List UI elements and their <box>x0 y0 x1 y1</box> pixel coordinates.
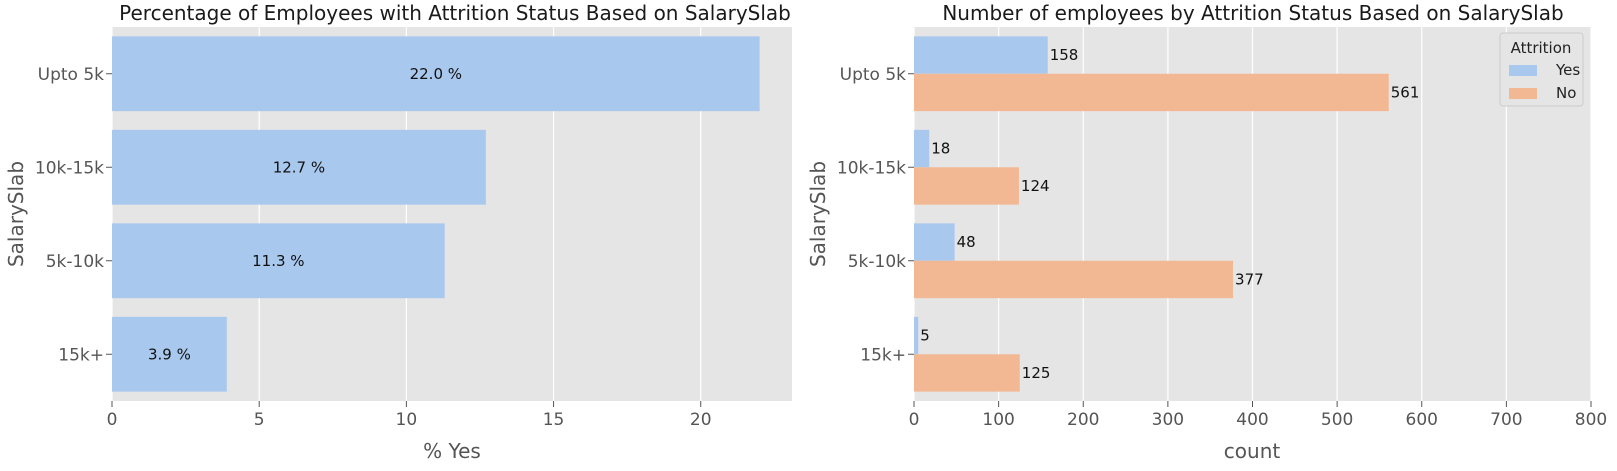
right-bars: 158 561 18 124 48 377 5 125 <box>914 36 1420 392</box>
legend: Attrition Yes No <box>1499 32 1584 107</box>
left-y-tick-label: Upto 5k <box>38 65 105 85</box>
right-x-tick-label: 100 <box>982 410 1014 430</box>
right-ticks: 0 100 200 300 400 500 600 700 800 Upto 5k 10k-15k 5… <box>837 65 1607 430</box>
right-y-tick-label: 15k+ <box>860 345 906 365</box>
right-bar-value-label: 125 <box>1022 364 1051 382</box>
right-bar-value-label: 5 <box>920 327 930 345</box>
right-bar-value-label: 18 <box>931 140 950 158</box>
left-x-axis-label: % Yes <box>423 439 481 463</box>
right-y-tick-label: 10k-15k <box>837 158 906 178</box>
right-bar-yes <box>914 129 930 168</box>
right-bar-value-label: 158 <box>1050 46 1079 64</box>
left-bar-value-label: 22.0 % <box>410 65 462 83</box>
right-bar-no <box>914 73 1389 112</box>
right-bar-yes <box>914 223 955 261</box>
left-chart: Percentage of Employees with Attrition S… <box>4 1 792 463</box>
right-x-tick-label: 600 <box>1406 410 1438 430</box>
right-chart-title: Number of employees by Attrition Status … <box>942 1 1563 25</box>
left-x-tick-label: 5 <box>254 410 265 430</box>
right-bar-yes <box>914 316 919 355</box>
right-x-tick-label: 800 <box>1575 410 1607 430</box>
left-y-tick-label: 5k-10k <box>46 252 104 272</box>
left-y-axis-label: SalarySlab <box>4 161 28 267</box>
left-bar-value-label: 12.7 % <box>273 158 325 176</box>
right-x-tick-label: 0 <box>909 410 920 430</box>
right-y-tick-label: 5k-10k <box>848 252 906 272</box>
left-x-tick-label: 10 <box>396 410 418 430</box>
left-x-tick-label: 20 <box>690 410 712 430</box>
left-bar <box>112 316 227 392</box>
right-x-tick-label: 500 <box>1321 410 1353 430</box>
legend-label-yes: Yes <box>1555 61 1580 79</box>
left-bar-value-label: 11.3 % <box>252 252 304 270</box>
left-chart-title: Percentage of Employees with Attrition S… <box>119 1 791 25</box>
legend-title: Attrition <box>1511 39 1572 57</box>
right-x-axis-label: count <box>1224 439 1281 463</box>
legend-box <box>1499 32 1584 107</box>
legend-label-no: No <box>1556 84 1576 102</box>
legend-swatch-yes <box>1509 65 1537 76</box>
right-y-tick-label: Upto 5k <box>840 65 907 85</box>
left-y-tick-label: 15k+ <box>58 345 104 365</box>
right-bar-value-label: 377 <box>1235 270 1264 288</box>
left-y-tick-label: 10k-15k <box>35 158 104 178</box>
left-bar <box>112 223 445 299</box>
left-bar <box>112 129 486 205</box>
right-bar-value-label: 124 <box>1021 177 1050 195</box>
right-bar-value-label: 561 <box>1391 83 1420 101</box>
right-bar-no <box>914 354 1020 392</box>
right-bar-yes <box>914 36 1048 74</box>
right-bar-no <box>914 260 1234 299</box>
left-x-tick-label: 0 <box>107 410 118 430</box>
right-chart: Number of employees by Attrition Status … <box>806 1 1607 463</box>
left-bars: 22.0 % 12.7 % 11.3 % 3.9 % <box>112 36 760 392</box>
left-ticks: 0 5 10 15 20 Upto 5k 10k-15k 5k-10k 15k+ <box>35 65 712 430</box>
right-x-tick-label: 200 <box>1067 410 1099 430</box>
right-x-tick-label: 700 <box>1490 410 1522 430</box>
right-y-axis-label: SalarySlab <box>806 161 830 267</box>
left-bar-value-label: 3.9 % <box>148 345 191 363</box>
right-bar-value-label: 48 <box>957 233 976 251</box>
left-bar <box>112 36 760 112</box>
legend-swatch-no <box>1509 88 1537 99</box>
right-bar-no <box>914 167 1019 205</box>
right-x-tick-label: 300 <box>1152 410 1184 430</box>
left-x-tick-label: 15 <box>543 410 565 430</box>
right-x-tick-label: 400 <box>1236 410 1268 430</box>
